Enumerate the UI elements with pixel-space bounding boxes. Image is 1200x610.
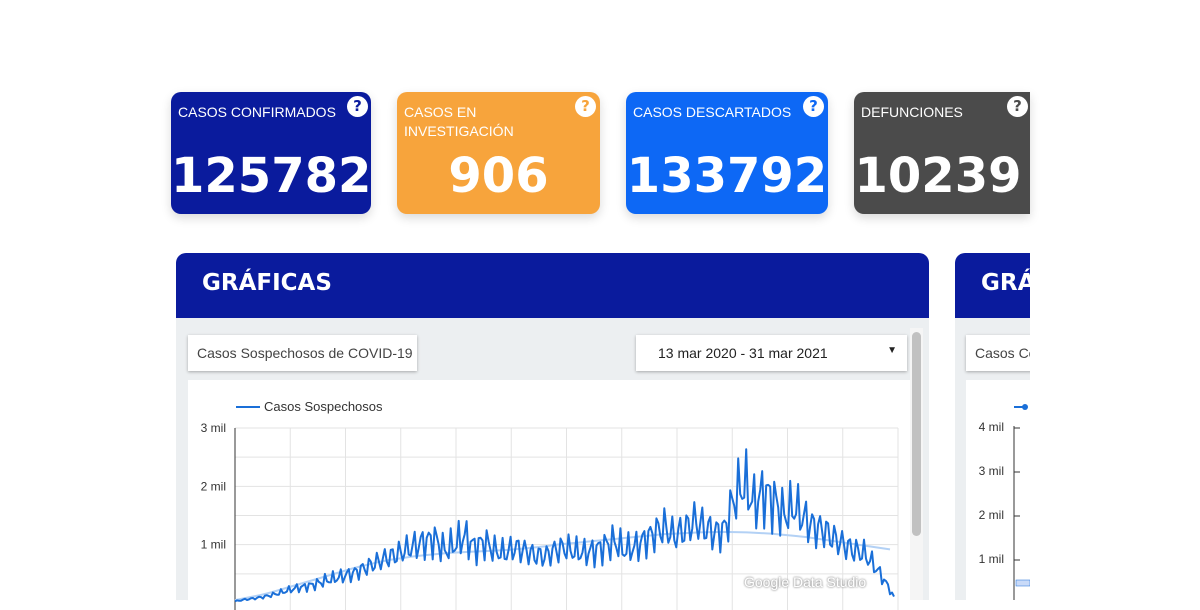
discarded-cases-label: CASOS DESCARTADOS (633, 104, 792, 120)
second-chart-card: 4 mil 3 mil 2 mil 1 mil (966, 380, 1030, 600)
help-icon[interactable]: ? (803, 96, 824, 117)
charts-panel-body: Casos Sospechosos de COVID-19 13 mar 202… (176, 318, 929, 610)
second-metric-selector-label: Casos Co (975, 345, 1030, 361)
y-tick-label: 1 mil (201, 538, 226, 552)
second-metric-selector[interactable]: Casos Co (966, 335, 1030, 371)
y-tick-label: 2 mil (201, 479, 226, 493)
legend-marker (1022, 404, 1028, 410)
chart-card: 3 mil 2 mil 1 mil Casos Sospechosos Google … (188, 380, 911, 610)
chart-watermark: Google Data Studio (744, 574, 867, 590)
investigation-cases-card: CASOS EN INVESTIGACIÓN ? 906 (397, 92, 600, 214)
deaths-label: DEFUNCIONES (861, 104, 963, 120)
discarded-cases-value: 133792 (626, 148, 828, 204)
date-range-label: 13 mar 2020 - 31 mar 2021 (658, 345, 828, 361)
second-chart (1013, 404, 1030, 600)
investigation-cases-label: CASOS EN INVESTIGACIÓN (404, 104, 514, 139)
deaths-value: 10239 (854, 148, 1022, 204)
y-tick-label: 2 mil (978, 508, 1004, 522)
y-tick-label: 3 mil (978, 464, 1004, 478)
deaths-card: DEFUNCIONES ? 10239 (854, 92, 1030, 214)
data-bar (1015, 579, 1030, 587)
y-tick-label: 4 mil (978, 420, 1004, 434)
charts-panel-title: GRÁFICAS (202, 270, 332, 296)
second-panel-body: Casos Co 4 mil 3 mil 2 mil 1 mil (955, 318, 1030, 600)
scrollbar-thumb[interactable] (912, 332, 921, 536)
help-icon[interactable]: ? (575, 96, 596, 117)
confirmed-cases-card: CASOS CONFIRMADOS ? 125782 (171, 92, 371, 214)
second-panel-title: GRÁ (981, 270, 1036, 296)
series-line-casos-sospechosos (234, 448, 895, 603)
help-icon[interactable]: ? (1007, 96, 1028, 117)
discarded-cases-card: CASOS DESCARTADOS ? 133792 (626, 92, 828, 214)
charts-panel-header: GRÁFICAS (176, 253, 929, 318)
confirmed-cases-value: 125782 (171, 148, 371, 204)
y-tick-label: 3 mil (201, 421, 226, 435)
confirmed-cases-label: CASOS CONFIRMADOS (178, 104, 336, 120)
date-range-selector[interactable]: 13 mar 2020 - 31 mar 2021 ▼ (636, 335, 907, 371)
y-tick-label: 1 mil (978, 552, 1004, 566)
dropdown-arrow-icon: ▼ (887, 345, 897, 356)
metric-selector-label: Casos Sospechosos de COVID-19 (197, 345, 413, 361)
suspected-cases-chart: 3 mil 2 mil 1 mil Casos Sospechosos (201, 399, 899, 610)
scrollbar-track[interactable] (910, 328, 923, 600)
investigation-cases-value: 906 (448, 148, 549, 204)
metric-selector[interactable]: Casos Sospechosos de COVID-19 (188, 335, 417, 371)
second-panel-header: GRÁ (955, 253, 1035, 318)
legend-label: Casos Sospechosos (264, 399, 383, 414)
help-icon[interactable]: ? (347, 96, 368, 117)
